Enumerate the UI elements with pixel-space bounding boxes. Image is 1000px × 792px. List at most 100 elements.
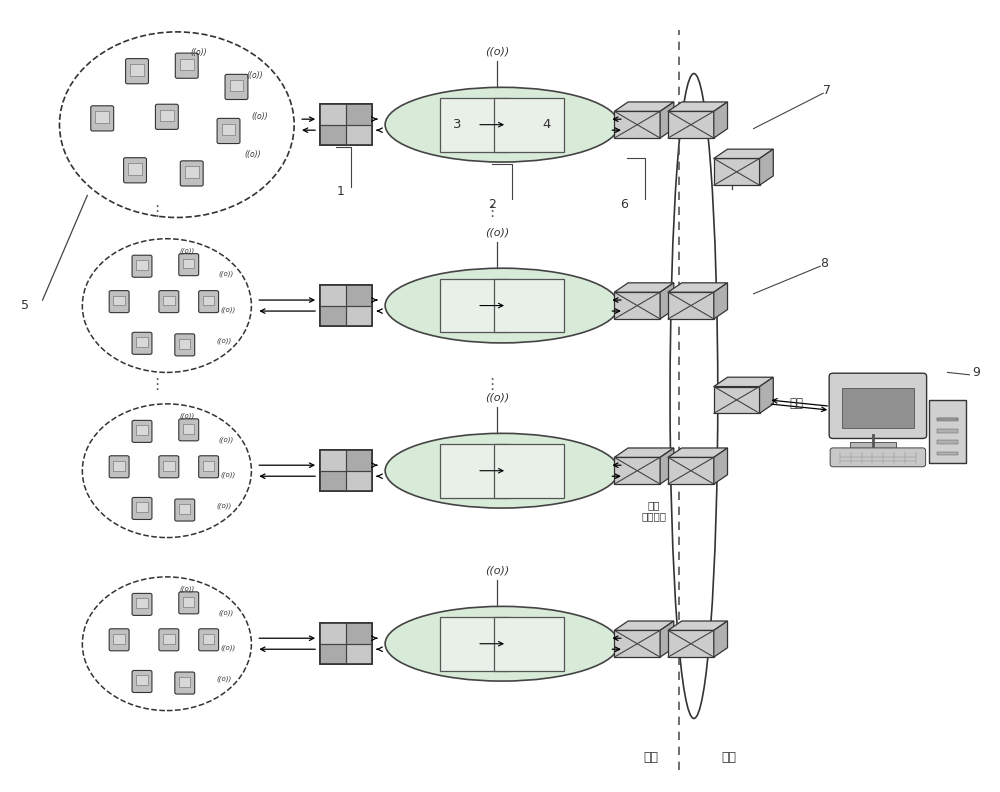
Polygon shape (714, 386, 760, 413)
Polygon shape (668, 292, 714, 319)
Bar (179, 504, 190, 514)
Text: 5: 5 (21, 299, 29, 312)
Text: ((o)): ((o)) (179, 247, 194, 253)
FancyBboxPatch shape (155, 105, 178, 129)
Text: ((o)): ((o)) (485, 566, 509, 576)
Ellipse shape (385, 268, 619, 343)
Text: 6: 6 (620, 198, 628, 211)
Text: 1: 1 (337, 185, 345, 198)
Bar (346, 623, 372, 644)
Text: ((o)): ((o)) (217, 503, 232, 509)
Text: ((o)): ((o)) (219, 436, 234, 443)
FancyBboxPatch shape (829, 373, 927, 439)
Polygon shape (614, 112, 660, 138)
Text: 地面: 地面 (721, 752, 736, 764)
Bar (320, 451, 372, 491)
Bar (320, 124, 346, 145)
Bar (842, 388, 914, 428)
Polygon shape (714, 102, 728, 138)
Polygon shape (668, 457, 714, 484)
Bar (440, 97, 510, 151)
Polygon shape (660, 283, 674, 319)
Bar (320, 105, 372, 145)
Text: 4: 4 (542, 118, 551, 131)
FancyBboxPatch shape (159, 291, 179, 313)
Bar (136, 676, 148, 685)
Bar (203, 461, 214, 470)
Bar (160, 110, 174, 121)
FancyBboxPatch shape (132, 671, 152, 692)
FancyBboxPatch shape (175, 334, 195, 356)
Bar (494, 279, 564, 333)
Text: ((o)): ((o)) (221, 645, 236, 651)
FancyBboxPatch shape (109, 291, 129, 313)
FancyBboxPatch shape (109, 629, 129, 651)
FancyBboxPatch shape (830, 448, 926, 466)
FancyBboxPatch shape (132, 421, 152, 443)
Bar (163, 461, 175, 470)
Bar (183, 259, 194, 268)
Polygon shape (668, 112, 714, 138)
Text: 2: 2 (488, 198, 496, 211)
Bar (320, 306, 346, 326)
Bar (320, 470, 346, 491)
FancyBboxPatch shape (159, 455, 179, 478)
FancyBboxPatch shape (126, 59, 148, 84)
FancyBboxPatch shape (132, 255, 152, 277)
Text: ((o)): ((o)) (244, 150, 261, 159)
Polygon shape (614, 621, 674, 630)
Text: ⋮: ⋮ (149, 204, 165, 219)
Bar (937, 451, 958, 455)
Bar (320, 623, 372, 664)
Polygon shape (668, 448, 728, 457)
Text: 下发
广播消息: 下发 广播消息 (642, 500, 667, 521)
Text: ((o)): ((o)) (190, 48, 207, 57)
Polygon shape (714, 377, 773, 386)
FancyBboxPatch shape (180, 161, 203, 186)
FancyBboxPatch shape (109, 455, 129, 478)
Bar (937, 417, 958, 420)
Bar (113, 634, 125, 644)
Text: ⋮: ⋮ (149, 377, 165, 392)
Bar (346, 470, 372, 491)
Text: 9: 9 (972, 366, 980, 379)
Bar (185, 166, 199, 178)
Polygon shape (614, 457, 660, 484)
Bar (850, 443, 896, 449)
FancyBboxPatch shape (91, 106, 114, 131)
Bar (222, 124, 235, 135)
Polygon shape (714, 283, 728, 319)
Bar (163, 295, 175, 306)
Bar (320, 285, 346, 306)
Polygon shape (660, 621, 674, 657)
Polygon shape (668, 630, 714, 657)
Text: ((o)): ((o)) (179, 413, 194, 419)
Bar (95, 112, 109, 123)
FancyBboxPatch shape (225, 74, 248, 100)
Bar (203, 295, 214, 306)
Text: ⋮: ⋮ (484, 204, 500, 219)
FancyBboxPatch shape (132, 333, 152, 354)
FancyBboxPatch shape (179, 253, 199, 276)
Polygon shape (614, 292, 660, 319)
Bar (320, 285, 372, 326)
Polygon shape (760, 149, 773, 185)
FancyBboxPatch shape (199, 629, 219, 651)
Text: ((o)): ((o)) (485, 228, 509, 238)
Text: ((o)): ((o)) (221, 307, 236, 313)
Ellipse shape (385, 607, 619, 681)
Text: 反馈: 反馈 (789, 398, 803, 410)
Bar (183, 424, 194, 433)
Text: 8: 8 (820, 257, 828, 270)
Bar (113, 461, 125, 470)
Text: ((o)): ((o)) (246, 71, 263, 81)
Text: ((o)): ((o)) (219, 271, 234, 277)
FancyBboxPatch shape (124, 158, 146, 183)
Bar (179, 677, 190, 687)
Polygon shape (668, 621, 728, 630)
Bar (346, 124, 372, 145)
Bar (937, 429, 958, 432)
Text: ((o)): ((o)) (219, 609, 234, 615)
Bar (180, 59, 194, 70)
Ellipse shape (670, 74, 718, 718)
